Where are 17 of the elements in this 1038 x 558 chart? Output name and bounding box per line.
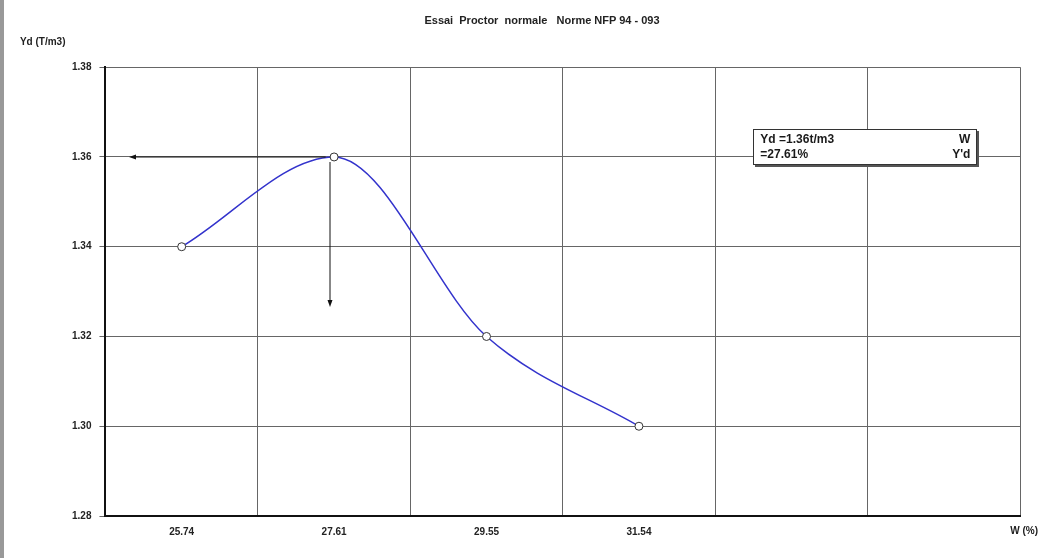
annotation: W — [958, 131, 971, 147]
y-tick-label: 1.28 — [71, 509, 92, 521]
y-axis-title: Yd (T/m3) — [19, 35, 66, 47]
x-tick-label: 27.61 — [321, 525, 348, 537]
annotation: =27.61% — [760, 146, 810, 162]
y-tick-label: 1.36 — [71, 150, 92, 162]
x-tick-label: 31.54 — [626, 525, 652, 537]
y-tick-label: 1.34 — [71, 240, 92, 252]
x-axis-title: W (%) — [1010, 524, 1038, 536]
chart-title: Essai Proctor normale Norme NFP 94 - 093 — [424, 13, 660, 26]
annotation: Yd =1.36t/m3 — [760, 131, 836, 147]
annotation: Y'd — [952, 146, 971, 162]
y-tick-label: 1.38 — [71, 60, 92, 72]
y-tick-label: 1.30 — [71, 419, 92, 431]
x-tick-label: 29.55 — [474, 525, 500, 537]
x-tick-label: 25.74 — [169, 525, 195, 537]
y-tick-label: 1.32 — [71, 330, 92, 342]
